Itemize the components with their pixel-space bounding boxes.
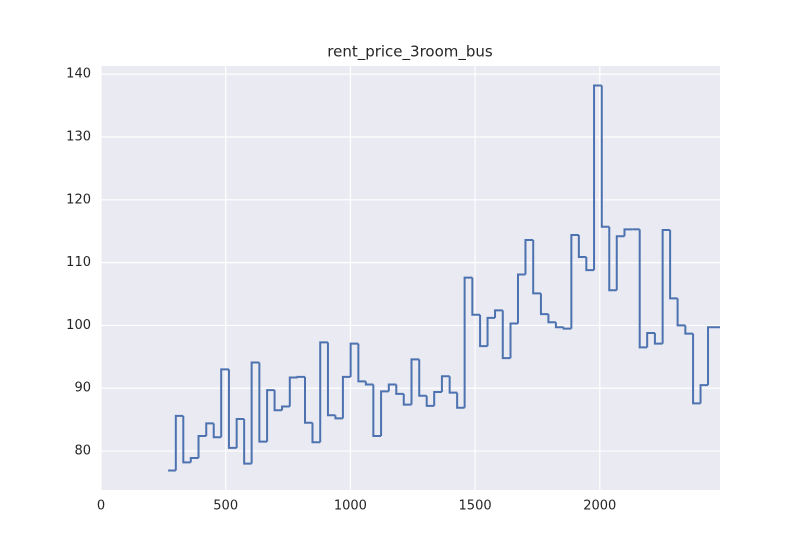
step-segment — [197, 434, 207, 458]
step-segment — [684, 325, 694, 335]
step-segment — [501, 310, 511, 360]
y-tick-label: 140 — [66, 67, 91, 82]
step-segment — [220, 368, 229, 438]
step-segment — [562, 327, 572, 330]
step-segment — [174, 414, 184, 471]
step-segment — [547, 314, 556, 324]
step-segment — [273, 390, 283, 412]
step-segment — [266, 389, 275, 442]
step-segment — [692, 333, 701, 405]
step-segment — [524, 238, 534, 275]
step-segment — [311, 422, 321, 444]
step-segment — [243, 419, 252, 465]
step-segment — [410, 358, 420, 405]
step-segment — [440, 375, 450, 393]
step-segment — [433, 391, 442, 406]
step-segment — [676, 298, 686, 327]
step-segment — [205, 422, 214, 436]
step-segment — [341, 375, 351, 419]
step-segment — [258, 362, 268, 443]
step-segment — [570, 233, 579, 329]
step-segment — [189, 456, 199, 463]
step-segment — [448, 376, 458, 394]
step-segment — [494, 309, 503, 318]
step-segment — [357, 343, 366, 383]
step-segment — [456, 392, 465, 409]
step-segment — [608, 226, 617, 292]
step-segment — [707, 326, 720, 386]
step-segment — [227, 369, 237, 449]
step-segment — [418, 359, 427, 397]
step-segment — [509, 322, 518, 359]
step-segment — [669, 229, 678, 300]
step-segment — [182, 415, 191, 464]
step-segment — [387, 383, 397, 392]
x-tick-label: 0 — [97, 499, 105, 514]
y-tick-label: 130 — [66, 129, 91, 144]
x-tick-label: 2000 — [583, 499, 616, 514]
y-tick-label: 90 — [74, 381, 91, 396]
y-tick-label: 120 — [66, 192, 91, 207]
step-segment — [661, 228, 671, 344]
y-tick-label: 110 — [66, 255, 91, 270]
step-segment — [653, 332, 663, 345]
step-segment — [479, 314, 488, 348]
step-segment — [372, 384, 382, 437]
step-segment — [334, 415, 343, 420]
step-segment — [486, 316, 496, 347]
x-tick-label: 1000 — [334, 499, 367, 514]
step-segment — [623, 228, 633, 237]
step-segment — [395, 384, 404, 395]
step-segment — [539, 293, 549, 316]
step-segment — [554, 322, 564, 329]
step-segment — [516, 273, 526, 324]
step-segment — [699, 384, 709, 404]
step-segment — [250, 361, 260, 464]
step-segment — [646, 331, 655, 348]
step-segment — [615, 235, 625, 291]
chart-title: rent_price_3room_bus — [327, 43, 493, 62]
step-segment — [532, 239, 541, 295]
x-tick-label: 1500 — [459, 499, 492, 514]
step-segment — [326, 342, 336, 417]
step-segment — [463, 276, 473, 408]
step-segment — [319, 341, 328, 443]
y-tick-label: 100 — [66, 318, 91, 333]
step-segment — [288, 376, 298, 407]
step-segment — [349, 342, 359, 377]
plot-area — [101, 66, 720, 490]
step-segment — [296, 375, 306, 378]
step-segment — [281, 405, 290, 411]
step-segment — [593, 84, 602, 271]
step-segment — [425, 395, 435, 407]
step-segment — [471, 277, 481, 316]
step-segment — [212, 423, 222, 439]
step-segment — [380, 390, 389, 436]
step-segment — [638, 229, 648, 349]
x-tick-label: 500 — [213, 499, 238, 514]
step-segment — [577, 234, 587, 258]
step-segment — [600, 85, 610, 228]
y-tick-label: 80 — [74, 444, 91, 459]
step-segment — [585, 256, 595, 272]
step-segment — [304, 376, 313, 424]
step-segment — [235, 418, 245, 448]
step-segment — [364, 381, 374, 386]
step-segment — [402, 393, 412, 406]
